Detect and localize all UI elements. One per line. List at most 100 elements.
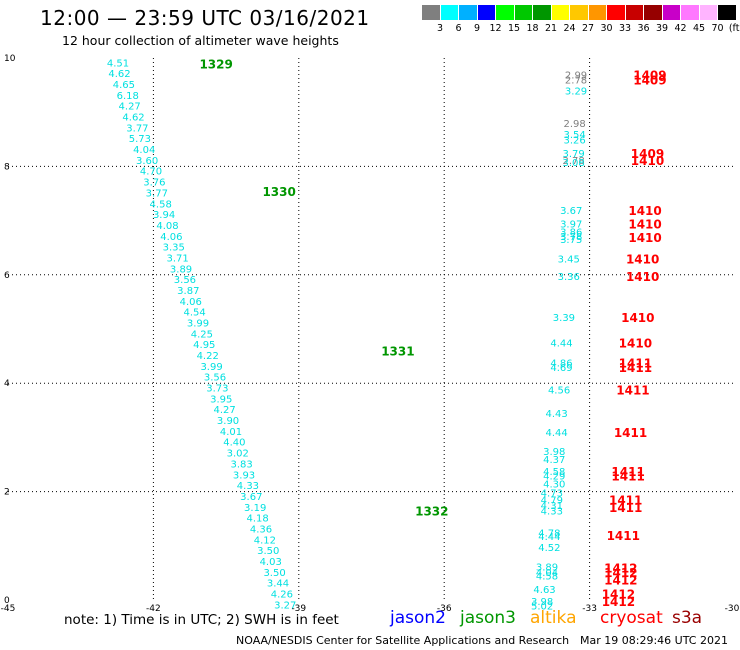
data-point-value: 4.03 <box>260 557 282 568</box>
x-tick-label: -45 <box>1 604 16 614</box>
scale-label: 36 <box>637 23 650 34</box>
data-point-value: 2.78 <box>565 76 587 87</box>
data-point-value: 4.31 <box>541 501 563 512</box>
time-label: 1410 <box>619 337 652 351</box>
scale-label: 33 <box>618 23 632 34</box>
data-point-value: 3.60 <box>136 156 158 167</box>
data-point-value: 3.67 <box>240 492 262 503</box>
data-point-value: 4.27 <box>214 405 236 416</box>
data-point-value: 3.86 <box>560 227 582 238</box>
x-tick-label: -39 <box>291 604 306 614</box>
scale-swatch <box>440 5 459 20</box>
scale-label: 24 <box>563 23 576 34</box>
data-point-value: 3.56 <box>204 373 226 384</box>
data-point-value: 4.36 <box>250 524 272 535</box>
data-point-value: 4.06 <box>160 232 182 243</box>
time-label: 1410 <box>626 253 659 267</box>
data-point-value: 3.50 <box>263 568 285 579</box>
scale-swatch <box>422 5 441 20</box>
data-point-value: 4.33 <box>541 507 563 518</box>
data-point-value: 4.43 <box>546 409 568 420</box>
data-point-value: 4.95 <box>193 340 215 351</box>
time-label: 1410 <box>631 154 664 168</box>
scale-swatch <box>718 5 737 20</box>
data-point-value: 3.56 <box>174 275 196 286</box>
scale-label: 39 <box>655 23 669 34</box>
data-point-value: 4.29 <box>543 471 565 482</box>
data-point-value: 4.73 <box>541 489 563 500</box>
data-point-value: 3.89 <box>170 264 192 275</box>
time-label: 1412 <box>602 595 635 609</box>
scale-swatch <box>570 5 589 20</box>
data-point-value: 3.71 <box>167 253 189 264</box>
data-point-value: 3.79 <box>562 149 584 160</box>
page-subtitle: 12 hour collection of altimeter wave hei… <box>62 33 339 48</box>
data-point-value: 4.26 <box>271 589 293 600</box>
scale-label: 42 <box>674 23 687 34</box>
x-tick-label: -30 <box>725 604 740 614</box>
time-label: 1410 <box>626 270 659 284</box>
data-point-value: 3.98 <box>531 597 553 608</box>
time-label: 1410 <box>628 217 661 231</box>
time-label: 1410 <box>628 231 661 245</box>
legend-altika: altika <box>530 608 577 628</box>
data-point-value: 2.78 <box>562 156 584 167</box>
scale-swatch <box>681 5 700 20</box>
data-point-value: 3.89 <box>536 562 558 573</box>
time-label: 1409 <box>631 147 664 161</box>
data-point-value: 4.33 <box>237 481 259 492</box>
data-point-value: 4.56 <box>548 386 570 397</box>
data-point-value: 3.73 <box>206 384 228 395</box>
footer-timestamp: Mar 19 08:29:46 UTC 2021 <box>580 634 728 647</box>
y-tick-label: 6 <box>4 271 10 281</box>
data-point-value: 4.62 <box>122 113 144 124</box>
data-point-value: 3.29 <box>565 87 587 98</box>
data-point-value: 4.58 <box>536 572 558 583</box>
data-point-value: 4.27 <box>119 102 141 113</box>
scale-swatch <box>514 5 533 20</box>
legend-cryosat: cryosat <box>600 608 663 628</box>
scale-label: 12 <box>489 23 502 34</box>
scale-swatch <box>662 5 681 20</box>
time-label: 1332 <box>415 505 448 519</box>
data-point-value: 4.44 <box>550 339 572 350</box>
scale-swatch <box>477 5 496 20</box>
legend-s3a: s3a <box>672 608 703 628</box>
time-label: 1411 <box>619 361 652 375</box>
y-tick-label: 10 <box>4 54 16 64</box>
page-title: 12:00 — 23:59 UTC 03/16/2021 <box>40 6 370 30</box>
data-point-value: 4.65 <box>113 80 135 91</box>
data-point-value: 3.39 <box>553 313 575 324</box>
time-label: 1412 <box>602 587 635 601</box>
time-label: 1411 <box>614 426 647 440</box>
data-point-value: 4.58 <box>150 199 172 210</box>
scale-label: 18 <box>526 23 539 34</box>
data-point-value: 3.75 <box>560 235 582 246</box>
legend-jason3: jason3 <box>460 608 516 628</box>
data-point-value: 4.79 <box>541 496 563 507</box>
scale-swatch <box>533 5 552 20</box>
scale-swatch <box>699 5 718 20</box>
data-point-value: 3.36 <box>558 272 580 283</box>
scale-label: 15 <box>507 23 521 34</box>
data-point-value: 4.04 <box>536 568 558 579</box>
data-point-value: 4.62 <box>108 69 130 80</box>
y-tick-label: 8 <box>4 162 10 172</box>
time-label: 1411 <box>609 501 642 515</box>
data-point-value: 3.90 <box>217 416 239 427</box>
data-point-value: 3.44 <box>267 579 289 590</box>
time-label: 1411 <box>607 529 640 543</box>
data-point-value: 3.87 <box>177 286 199 297</box>
scale-swatch <box>625 5 644 20</box>
x-tick-label: -36 <box>437 604 452 614</box>
time-label: 1412 <box>604 561 637 575</box>
data-point-value: 3.08 <box>562 158 584 169</box>
data-point-value: 3.67 <box>560 206 582 217</box>
scale-label: 21 <box>544 23 558 34</box>
data-point-value: 4.22 <box>197 351 219 362</box>
data-point-value: 4.30 <box>543 479 565 490</box>
time-label: 1409 <box>633 74 666 88</box>
data-point-value: 4.18 <box>246 514 268 525</box>
scale-label: 3 <box>436 23 444 34</box>
